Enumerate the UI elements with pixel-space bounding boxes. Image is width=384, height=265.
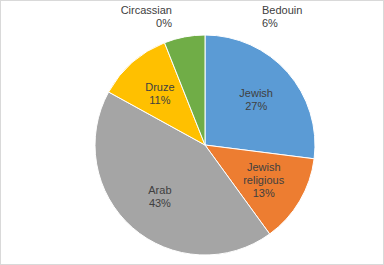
svg-text:Druze11%: Druze11% bbox=[145, 81, 174, 106]
svg-text:Jewishreligious13%: Jewishreligious13% bbox=[243, 161, 284, 199]
svg-text:Bedouin6%: Bedouin6% bbox=[262, 4, 302, 29]
svg-text:Arab43%: Arab43% bbox=[148, 184, 171, 209]
svg-text:Jewish27%: Jewish27% bbox=[239, 87, 273, 112]
svg-text:Circassian0%: Circassian0% bbox=[121, 4, 173, 29]
